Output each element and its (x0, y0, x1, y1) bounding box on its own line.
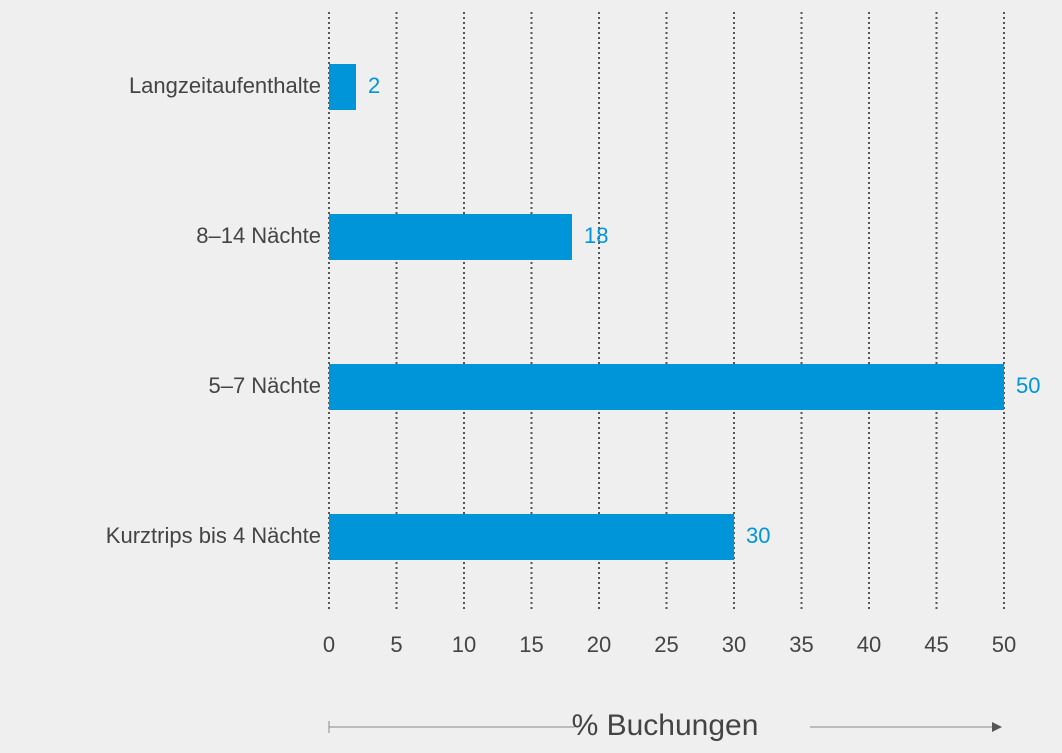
axis-arrow-head (992, 722, 1002, 732)
x-axis-label: % Buchungen (572, 709, 759, 742)
data-label: 2 (368, 73, 380, 98)
data-label: 50 (1016, 373, 1040, 398)
data-label: 30 (746, 523, 770, 548)
y-tick-label: Langzeitaufenthalte (129, 73, 321, 98)
y-tick-label: Kurztrips bis 4 Nächte (106, 523, 321, 548)
x-tick-label: 30 (722, 632, 746, 657)
x-tick-label: 10 (452, 632, 476, 657)
x-tick-label: 15 (519, 632, 543, 657)
x-tick-label: 0 (323, 632, 335, 657)
bar (329, 364, 1004, 410)
bar (329, 514, 734, 560)
data-label: 18 (584, 223, 608, 248)
bar (329, 64, 356, 110)
bar (329, 214, 572, 260)
y-tick-label: 5–7 Nächte (208, 373, 321, 398)
x-tick-label: 5 (390, 632, 402, 657)
y-tick-label: 8–14 Nächte (196, 223, 321, 248)
x-tick-label: 50 (992, 632, 1016, 657)
x-tick-label: 45 (924, 632, 948, 657)
x-tick-label: 20 (587, 632, 611, 657)
x-tick-label: 40 (857, 632, 881, 657)
x-tick-label: 35 (789, 632, 813, 657)
x-tick-label: 25 (654, 632, 678, 657)
